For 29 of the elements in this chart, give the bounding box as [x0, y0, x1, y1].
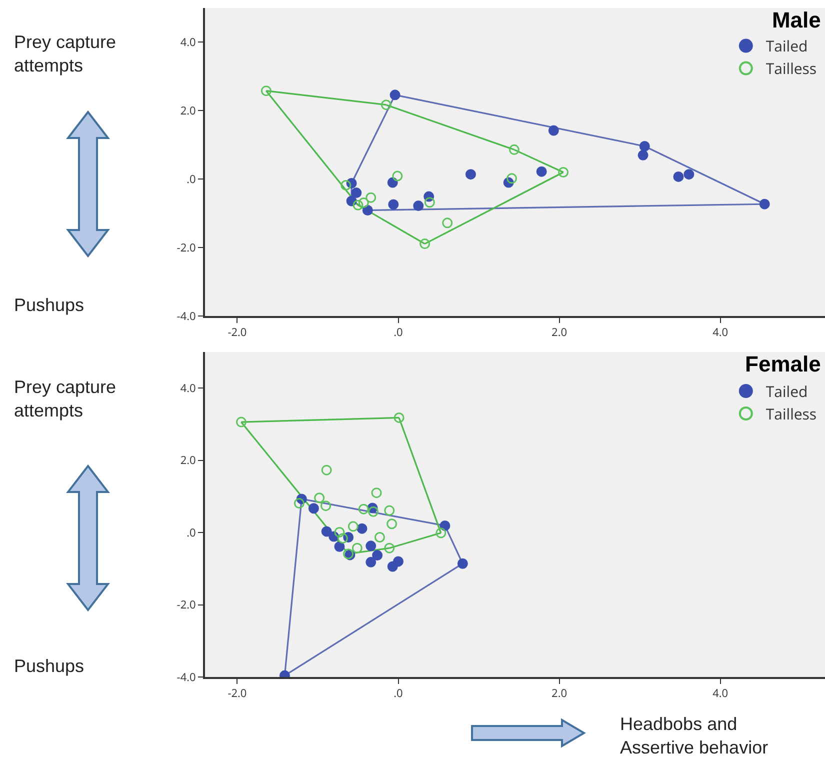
x-tick-label: 4.0 — [712, 325, 728, 340]
y-tick-label: -4.0 — [176, 308, 196, 324]
y-tick-label: -4.0 — [176, 670, 196, 685]
y-tick-label: -2.0 — [176, 240, 196, 256]
x-tick-label: .0 — [394, 686, 403, 702]
text: Prey capture attempts — [14, 32, 116, 76]
y-tick-label: 2.0 — [180, 104, 196, 119]
x-tick-label: .0 — [394, 325, 403, 340]
x-tick-label: 2.0 — [552, 686, 568, 702]
legend-label: Tailless — [766, 404, 817, 424]
x-tick-label: 4.0 — [712, 686, 728, 702]
chart-title: Female — [745, 351, 821, 376]
y-tick-label: .0 — [186, 525, 196, 540]
y-tick-label: -2.0 — [176, 598, 196, 613]
x-tick-label: -2.0 — [228, 686, 247, 702]
text: Prey capture attempts — [14, 377, 116, 420]
x-tick-label: -2.0 — [228, 325, 247, 340]
legend-label: Tailed — [766, 36, 808, 57]
x-tick-label: 2.0 — [552, 325, 568, 340]
text: Headbobs and Assertive behavior — [620, 714, 768, 758]
y-tick-label: 4.0 — [180, 35, 196, 50]
y-tick-label: .0 — [186, 172, 196, 187]
legend-label: Tailed — [766, 382, 808, 402]
text: Pushups — [14, 656, 84, 676]
y-tick-label: 2.0 — [180, 453, 196, 468]
text: Pushups — [14, 295, 84, 315]
chart-title: Male — [772, 7, 821, 32]
y-tick-label: 4.0 — [180, 380, 196, 396]
legend-label: Tailless — [766, 59, 817, 80]
